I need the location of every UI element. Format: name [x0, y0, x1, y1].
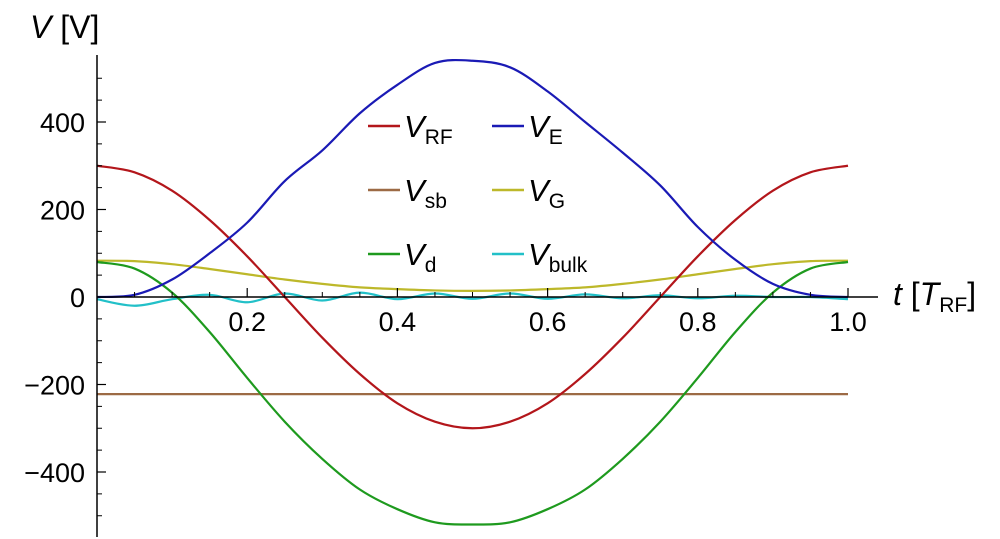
legend-item-rf: VRF — [368, 109, 453, 149]
x-axis-title: t [TRF] — [893, 276, 976, 317]
y-tick-label: 400 — [40, 108, 85, 138]
series-line-rf — [96, 164, 849, 430]
y-tick-label: 200 — [40, 196, 85, 226]
legend-item-g: VG — [492, 173, 565, 213]
series-line-e — [96, 58, 849, 299]
legend: VRF VE Vsb VG Vd Vbulk — [368, 109, 588, 277]
y-axis-unit: [V] — [51, 9, 99, 45]
x-axis-var: t — [893, 276, 903, 312]
legend-label: VG — [528, 173, 565, 213]
x-axis-close: ] — [967, 276, 976, 312]
legend-label: Vsb — [404, 173, 447, 213]
x-tick-label: 0.4 — [379, 307, 417, 337]
y-axis-var: V — [30, 9, 54, 45]
y-tick-label: −200 — [24, 371, 85, 401]
x-axis-open: [ — [902, 276, 920, 312]
legend-item-e: VE — [492, 109, 563, 149]
series-line-d — [96, 260, 849, 526]
legend-label: VE — [528, 109, 563, 149]
legend-label: Vd — [404, 237, 436, 277]
x-tick-label: 0.6 — [529, 307, 567, 337]
x-tick-label: 0.8 — [679, 307, 717, 337]
y-tick-label: −400 — [24, 458, 85, 488]
y-axis-title: V [V] — [30, 9, 99, 45]
legend-item-bulk: Vbulk — [492, 237, 588, 277]
axes-layer — [96, 55, 878, 537]
ticks-layer: −400 −200 0 200 400 0.2 0.4 0.6 0.8 1.0 — [24, 77, 867, 517]
legend-label: Vbulk — [528, 237, 588, 277]
legend-item-d: Vd — [368, 237, 436, 277]
x-tick-label: 1.0 — [829, 307, 867, 337]
legend-item-sb: Vsb — [368, 173, 447, 213]
x-axis-unit-sub: RF — [939, 294, 967, 317]
x-tick-label: 0.2 — [228, 307, 266, 337]
y-tick-label: 0 — [70, 283, 85, 313]
series-line-g — [96, 259, 849, 292]
legend-label: VRF — [404, 109, 453, 149]
x-axis-unit-symbol: T — [920, 276, 942, 312]
